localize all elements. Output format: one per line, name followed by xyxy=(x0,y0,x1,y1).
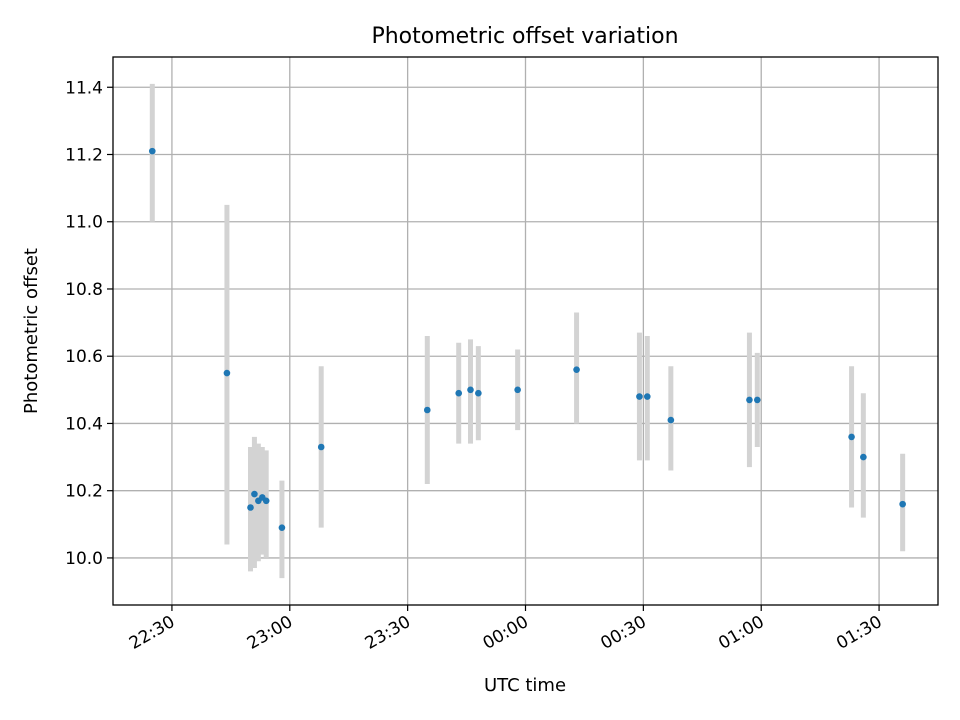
data-point xyxy=(251,490,258,498)
x-axis-label: UTC time xyxy=(484,675,566,696)
y-tick-label: 11.2 xyxy=(65,145,103,165)
data-point xyxy=(899,500,906,508)
data-point xyxy=(667,416,675,424)
y-tick-label: 10.6 xyxy=(65,347,103,367)
data-point xyxy=(753,396,761,404)
y-tick-label: 11.0 xyxy=(65,213,103,233)
y-tick-label: 10.4 xyxy=(65,414,103,434)
y-axis-label: Photometric offset xyxy=(21,248,42,414)
data-point xyxy=(223,369,231,377)
data-point xyxy=(467,386,474,394)
y-tick-label: 10.0 xyxy=(65,549,103,569)
data-point xyxy=(317,443,325,451)
data-point xyxy=(746,396,753,404)
y-tick-label: 11.4 xyxy=(65,78,103,98)
data-point xyxy=(423,406,431,414)
data-point xyxy=(860,453,867,461)
data-point xyxy=(247,504,254,511)
data-point xyxy=(278,524,286,531)
chart-title: Photometric offset variation xyxy=(371,24,678,49)
data-point xyxy=(262,497,270,505)
data-point xyxy=(848,433,855,441)
y-tick-label: 10.8 xyxy=(65,280,103,300)
data-point xyxy=(643,393,651,400)
data-point xyxy=(475,389,482,397)
data-point xyxy=(148,147,156,155)
data-point xyxy=(573,366,580,373)
y-tick-label: 10.2 xyxy=(65,482,103,502)
data-point xyxy=(636,393,643,400)
point-layer xyxy=(148,147,906,531)
data-point xyxy=(514,386,521,394)
data-point xyxy=(455,389,463,397)
